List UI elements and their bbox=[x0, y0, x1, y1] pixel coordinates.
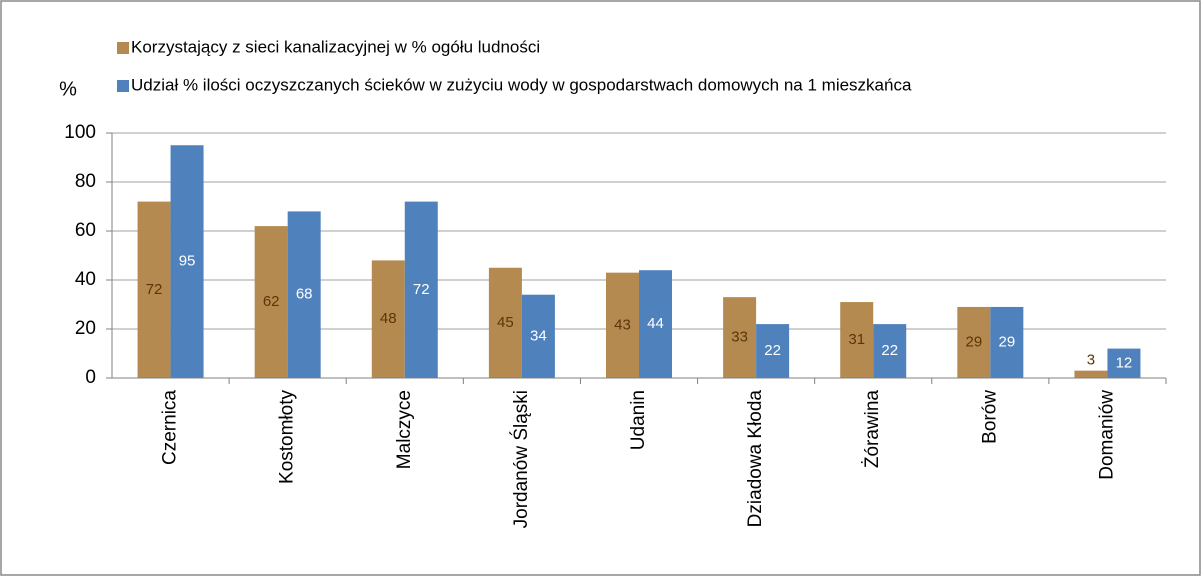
y-tick-label: 60 bbox=[75, 220, 96, 241]
x-tick-label: Udanin bbox=[628, 390, 649, 450]
y-tick-label: 40 bbox=[75, 269, 96, 290]
x-tick-label: Borów bbox=[979, 390, 1000, 444]
bar bbox=[1107, 348, 1141, 378]
data-label: 12 bbox=[1116, 354, 1133, 371]
data-label: 68 bbox=[296, 286, 313, 303]
data-label: 72 bbox=[146, 281, 163, 298]
bar bbox=[639, 270, 672, 378]
data-label: 33 bbox=[731, 329, 748, 346]
data-label: 72 bbox=[413, 281, 430, 298]
bar bbox=[840, 302, 874, 378]
x-tick-label: Kostomłoty bbox=[277, 390, 298, 484]
legend-swatch bbox=[117, 80, 129, 92]
bar bbox=[606, 272, 639, 378]
bar bbox=[254, 226, 288, 378]
data-label: 22 bbox=[881, 342, 898, 359]
x-tick-label: Jordanów Śląski bbox=[510, 390, 532, 528]
y-tick-label: 100 bbox=[64, 122, 96, 143]
data-label: 34 bbox=[530, 327, 547, 344]
data-label: 45 bbox=[497, 314, 514, 331]
data-label: 62 bbox=[263, 293, 280, 310]
x-tick-label: Dziadowa Kłoda bbox=[745, 390, 766, 528]
legend-swatch bbox=[117, 42, 129, 54]
bar bbox=[488, 267, 522, 378]
x-tick-label: Domaniów bbox=[1096, 390, 1117, 480]
y-tick-label: 20 bbox=[75, 318, 96, 339]
legend-label: Udział % ilości oczyszczanych ścieków w … bbox=[131, 75, 912, 94]
bar bbox=[990, 306, 1024, 378]
y-tick-label: 0 bbox=[85, 367, 96, 388]
data-label: 43 bbox=[614, 316, 631, 333]
data-label: 3 bbox=[1087, 352, 1095, 369]
legend-label: Korzystający z sieci kanalizacyjnej w % … bbox=[131, 37, 540, 56]
bar bbox=[521, 294, 555, 378]
data-label: 95 bbox=[179, 253, 196, 270]
x-tick-label: Żórawina bbox=[862, 390, 883, 469]
y-axis-label: % bbox=[59, 78, 77, 100]
data-label: 31 bbox=[848, 331, 865, 348]
bar bbox=[137, 201, 171, 378]
bar bbox=[873, 324, 907, 378]
bar bbox=[371, 260, 405, 378]
data-label: 29 bbox=[998, 333, 1015, 350]
data-label: 48 bbox=[380, 310, 397, 327]
bar bbox=[723, 297, 757, 378]
bar bbox=[287, 211, 321, 378]
x-tick-label: Czernica bbox=[160, 390, 181, 465]
bar bbox=[170, 145, 204, 378]
bar bbox=[1074, 370, 1108, 378]
y-tick-label: 80 bbox=[75, 171, 96, 192]
data-label: 22 bbox=[764, 342, 781, 359]
bar bbox=[756, 324, 790, 378]
data-label: 44 bbox=[647, 315, 664, 332]
bar bbox=[957, 306, 991, 378]
bar bbox=[404, 201, 438, 378]
data-label: 29 bbox=[965, 333, 982, 350]
x-tick-label: Malczyce bbox=[394, 390, 415, 469]
